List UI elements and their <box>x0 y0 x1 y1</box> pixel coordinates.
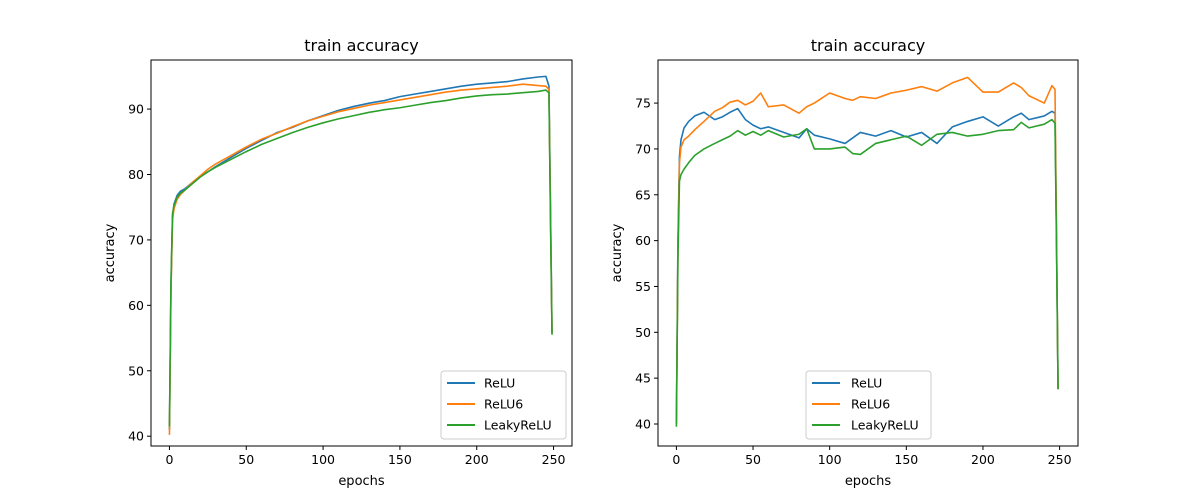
y-axis-label: accuracy <box>610 223 625 282</box>
legend-label-leakyrelu: LeakyReLU <box>484 418 552 433</box>
x-tick-label: 200 <box>465 452 489 467</box>
x-tick-label: 250 <box>542 452 566 467</box>
x-axis-label: epochs <box>845 474 892 489</box>
y-tick-label: 55 <box>635 279 651 294</box>
y-tick-label: 60 <box>635 233 651 248</box>
x-tick-label: 250 <box>1048 452 1072 467</box>
y-tick-label: 50 <box>128 363 144 378</box>
y-tick-label: 80 <box>128 167 144 182</box>
x-tick-label: 200 <box>971 452 995 467</box>
x-tick-label: 100 <box>311 452 335 467</box>
y-tick-label: 40 <box>128 429 144 444</box>
x-tick-label: 150 <box>388 452 412 467</box>
y-tick-label: 65 <box>635 187 651 202</box>
x-tick-label: 0 <box>165 452 173 467</box>
y-tick-label: 90 <box>128 102 144 117</box>
y-axis-label: accuracy <box>103 223 118 282</box>
x-tick-label: 150 <box>894 452 918 467</box>
x-tick-label: 50 <box>238 452 254 467</box>
y-tick-label: 40 <box>635 416 651 431</box>
x-tick-label: 100 <box>818 452 842 467</box>
y-tick-label: 70 <box>635 141 651 156</box>
chart-right: train accuracy epochs accuracy 0 50 100 150… <box>610 36 1078 489</box>
legend: ReLU ReLU6 LeakyReLU <box>441 371 566 439</box>
y-tick-label: 45 <box>635 371 651 386</box>
x-axis-label: epochs <box>338 474 385 489</box>
legend-label-relu: ReLU <box>851 376 882 391</box>
y-tick-label: 75 <box>635 96 651 111</box>
chart-title: train accuracy <box>304 36 419 55</box>
legend-label-relu6: ReLU6 <box>851 397 890 412</box>
chart-left: train accuracy epochs accuracy 0 50 100 150… <box>103 36 572 489</box>
legend-label-relu: ReLU <box>484 376 515 391</box>
y-tick-label: 50 <box>635 325 651 340</box>
y-tick-label: 70 <box>128 232 144 247</box>
legend-label-relu6: ReLU6 <box>484 397 523 412</box>
x-tick-label: 50 <box>745 452 761 467</box>
x-tick-label: 0 <box>672 452 680 467</box>
chart-title: train accuracy <box>811 36 926 55</box>
legend-label-leakyrelu: LeakyReLU <box>851 418 919 433</box>
y-tick-label: 60 <box>128 298 144 313</box>
legend: ReLU ReLU6 LeakyReLU <box>806 371 931 439</box>
